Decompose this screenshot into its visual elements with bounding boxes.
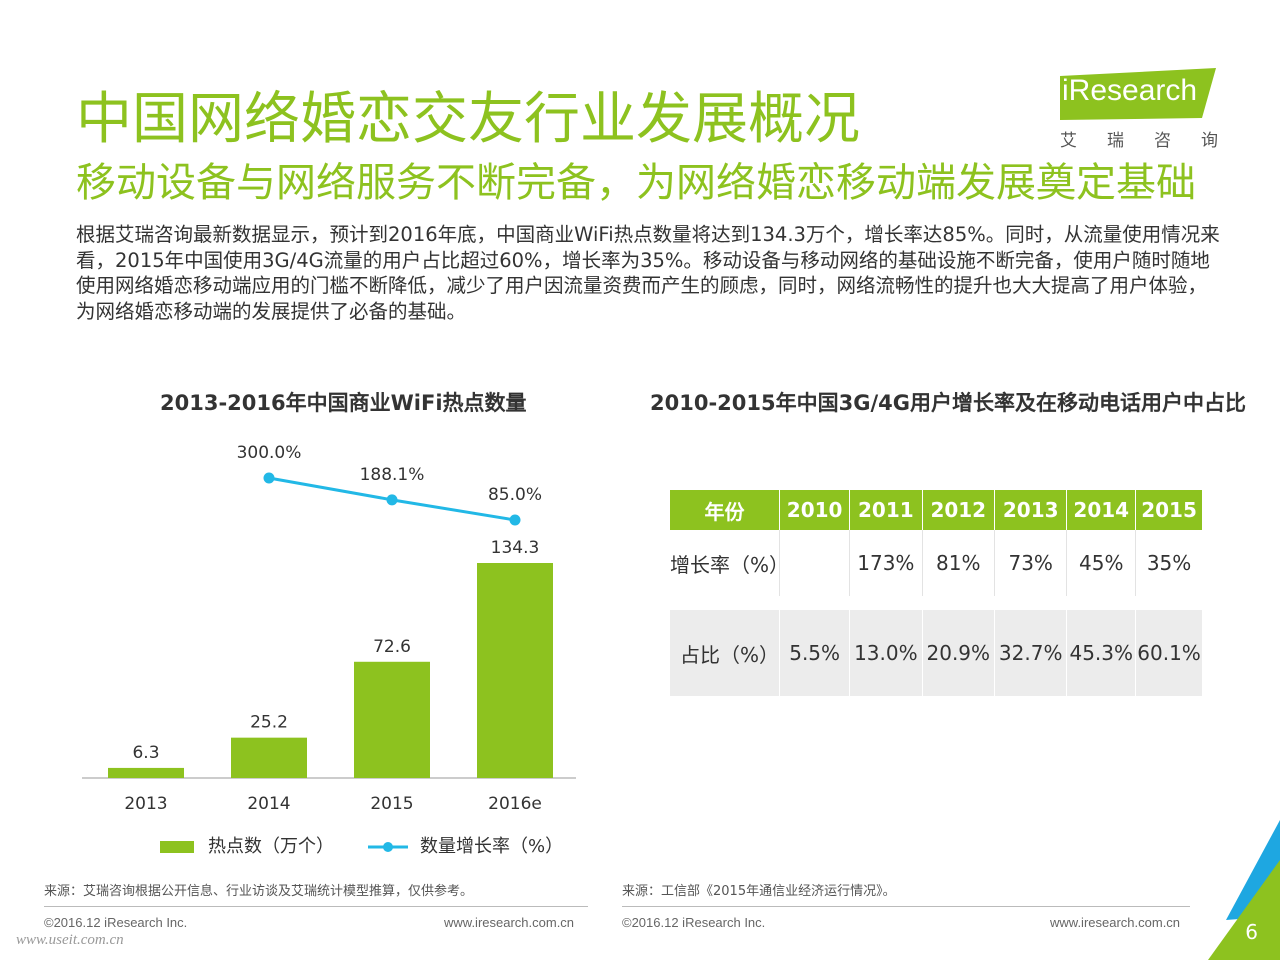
table-chart-title: 2010-2015年中国3G/4G用户增长率及在移动电话用户中占比 [650, 391, 1246, 415]
page-number: 6 [1245, 920, 1258, 944]
bar-2016e [477, 563, 553, 778]
table-row-label: 增长率（%） [670, 530, 789, 596]
table-cell: 45.3% [1066, 610, 1137, 696]
bar-2015 [354, 661, 430, 778]
bar-label: 134.3 [491, 538, 540, 558]
page-subtitle: 移动设备与网络服务不断完备，为网络婚恋移动端发展奠定基础 [76, 160, 1196, 206]
table-header-cell: 2015 [1135, 490, 1202, 530]
table-header-cell: 2010 [779, 490, 851, 530]
x-tick-label: 2015 [370, 794, 413, 814]
table-cell: 13.0% [849, 610, 923, 696]
table-row: 占比（%） 5.5% 13.0% 20.9% 32.7% 45.3% 60.1% [670, 610, 1202, 696]
bar-chart-title: 2013-2016年中国商业WiFi热点数量 [160, 391, 527, 415]
table-cell: 81% [922, 530, 995, 596]
intro-paragraph: 根据艾瑞咨询最新数据显示，预计到2016年底，中国商业WiFi热点数量将达到13… [76, 223, 1220, 323]
logo-chinese-name: 艾瑞咨询 [1060, 131, 1248, 151]
source-note-left: 来源：艾瑞咨询根据公开信息、行业访谈及艾瑞统计模型推算，仅供参考。 [44, 884, 474, 899]
table-header-cell: 年份 [670, 490, 781, 530]
x-tick-label: 2014 [247, 794, 290, 814]
table-header-cell: 2011 [849, 490, 923, 530]
iresearch-logo [1060, 68, 1216, 120]
footer-divider [622, 906, 1190, 907]
table-cell: 45% [1066, 530, 1137, 596]
url-right: www.iresearch.com.cn [1050, 915, 1181, 930]
bar-2013 [108, 767, 184, 778]
growth-label: 85.0% [488, 485, 542, 505]
growth-point [263, 472, 275, 484]
wifi-hotspot-chart: 6.3 2013 25.2 2014 72.6 2015 134.3 2016e 300.0% 1… [82, 443, 576, 814]
table-cell: 20.9% [922, 610, 995, 696]
user-growth-table: 年份 2010 2011 2012 2013 2014 2015 增长率（%） … [670, 490, 1202, 696]
x-tick-label: 2016e [488, 794, 542, 814]
watermark: www.useit.com.cn [16, 932, 124, 948]
growth-point [386, 494, 398, 506]
table-cell: 73% [994, 530, 1068, 596]
footer-divider [44, 906, 588, 907]
legend-bar-swatch [160, 841, 194, 853]
growth-label: 300.0% [237, 443, 302, 463]
logo-wordmark: iResearch [1062, 74, 1198, 107]
source-note-right: 来源：工信部《2015年通信业经济运行情况》。 [622, 884, 896, 899]
bar-2014 [231, 737, 307, 778]
table-header-cell: 2014 [1066, 490, 1137, 530]
table-row-label: 占比（%） [670, 610, 781, 696]
table-header-cell: 2012 [922, 490, 995, 530]
table-row: 增长率（%） 173% 81% 73% 45% 35% [670, 530, 1202, 596]
corner-decoration [1208, 820, 1280, 960]
table-cell: 32.7% [994, 610, 1068, 696]
growth-label: 188.1% [360, 465, 425, 485]
legend-bar-entry: 热点数（万个） [160, 832, 334, 858]
growth-point [509, 514, 521, 526]
legend-line-entry: 数量增长率（%） [368, 832, 563, 858]
table-cell: 35% [1135, 530, 1202, 596]
table-cell: 5.5% [779, 610, 851, 696]
page-title: 中国网络婚恋交友行业发展概况 [76, 87, 860, 152]
table-header-cell: 2013 [994, 490, 1068, 530]
copyright-right: ©2016.12 iResearch Inc. [622, 915, 766, 930]
legend-line-label: 数量增长率（%） [420, 836, 564, 857]
bar-label: 72.6 [373, 637, 411, 657]
copyright-left: ©2016.12 iResearch Inc. [44, 915, 188, 930]
x-tick-label: 2013 [124, 794, 167, 814]
table-cell [779, 530, 851, 596]
bar-label: 6.3 [132, 743, 159, 763]
table-cell: 173% [849, 530, 923, 596]
legend-bar-label: 热点数（万个） [208, 836, 334, 857]
table-spacer [670, 596, 1202, 610]
table-cell: 60.1% [1135, 610, 1202, 696]
table-header-row: 年份 2010 2011 2012 2013 2014 2015 [670, 490, 1202, 530]
url-left: www.iresearch.com.cn [444, 915, 575, 930]
legend-line-swatch [368, 842, 408, 852]
bar-label: 25.2 [250, 713, 288, 733]
